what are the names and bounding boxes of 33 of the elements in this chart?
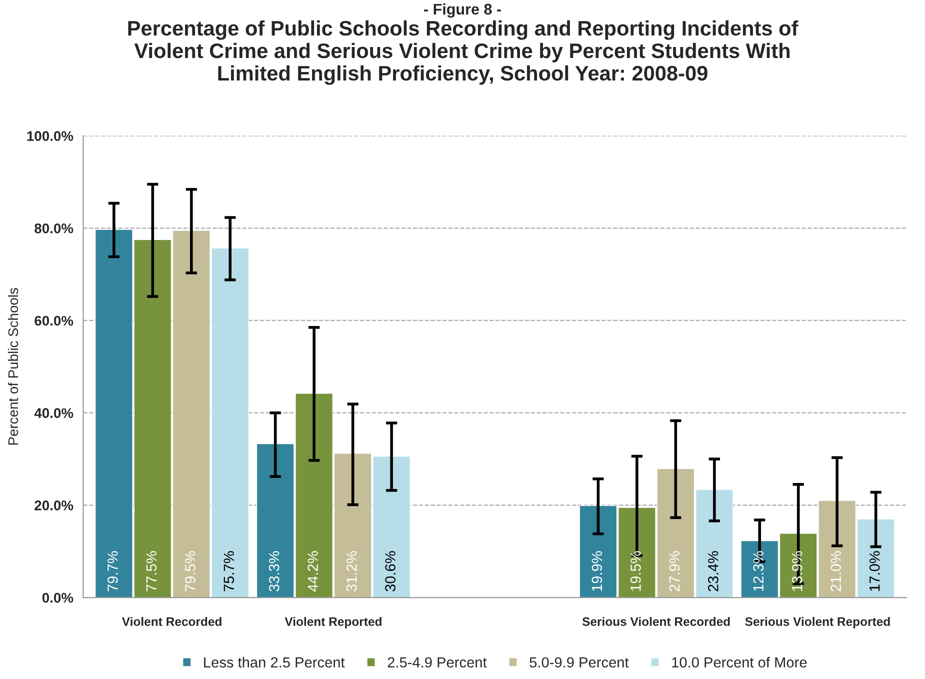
data-label: 77.5% — [146, 551, 157, 592]
data-label: 21.0% — [830, 551, 842, 592]
data-label: 75.7% — [224, 551, 234, 592]
y-axis-title: Percent of Public Schools — [8, 288, 18, 445]
x-tick-label: Violent Recorded — [122, 616, 222, 626]
data-label: 79.7% — [108, 551, 118, 592]
text: - Figure 8 - — [424, 3, 501, 18]
data-label: 27.9% — [669, 551, 680, 592]
y-tick-label: 40.0% — [34, 408, 74, 418]
x-tick-label: Violent Reported — [284, 616, 382, 628]
legend-label: 2.5-4.9 Percent — [388, 657, 487, 668]
chart-title: Percentage of Public Schools Recording and Reporting Incidents of Violent Crime and Serious Violent Crime by Percent Students With Limited English Proficiency, School Year: 2008-09 — [128, 20, 798, 85]
legend-label: Less than 2.5 Percent — [204, 656, 345, 668]
legend-label: 5.0-9.9 Percent — [530, 657, 629, 668]
data-label: 44.2% — [308, 551, 318, 592]
y-tick-label: 60.0% — [34, 316, 74, 326]
y-tick-label: 100.0% — [27, 131, 74, 141]
data-label: 79.5% — [184, 551, 196, 592]
data-label: 31.2% — [346, 551, 357, 592]
y-tick-label: 0.0% — [42, 592, 74, 603]
y-tick-label: 80.0% — [34, 223, 74, 234]
y-tick-label: 20.0% — [34, 500, 74, 510]
data-label: 33.3% — [268, 551, 280, 592]
x-tick-label: Serious Violent Recorded — [582, 616, 730, 626]
data-label: 13.9% — [792, 551, 802, 591]
data-label: 30.6% — [385, 551, 396, 592]
data-label: 19.5% — [630, 551, 641, 591]
data-label: 17.0% — [869, 551, 880, 591]
data-label: 23.4% — [708, 551, 718, 592]
data-label: 12.3% — [753, 551, 764, 591]
x-tick-label: Serious Violent Reported — [745, 616, 890, 628]
legend-label: 10.0 Percent of More — [672, 656, 807, 668]
data-label: 19.9% — [592, 551, 602, 591]
